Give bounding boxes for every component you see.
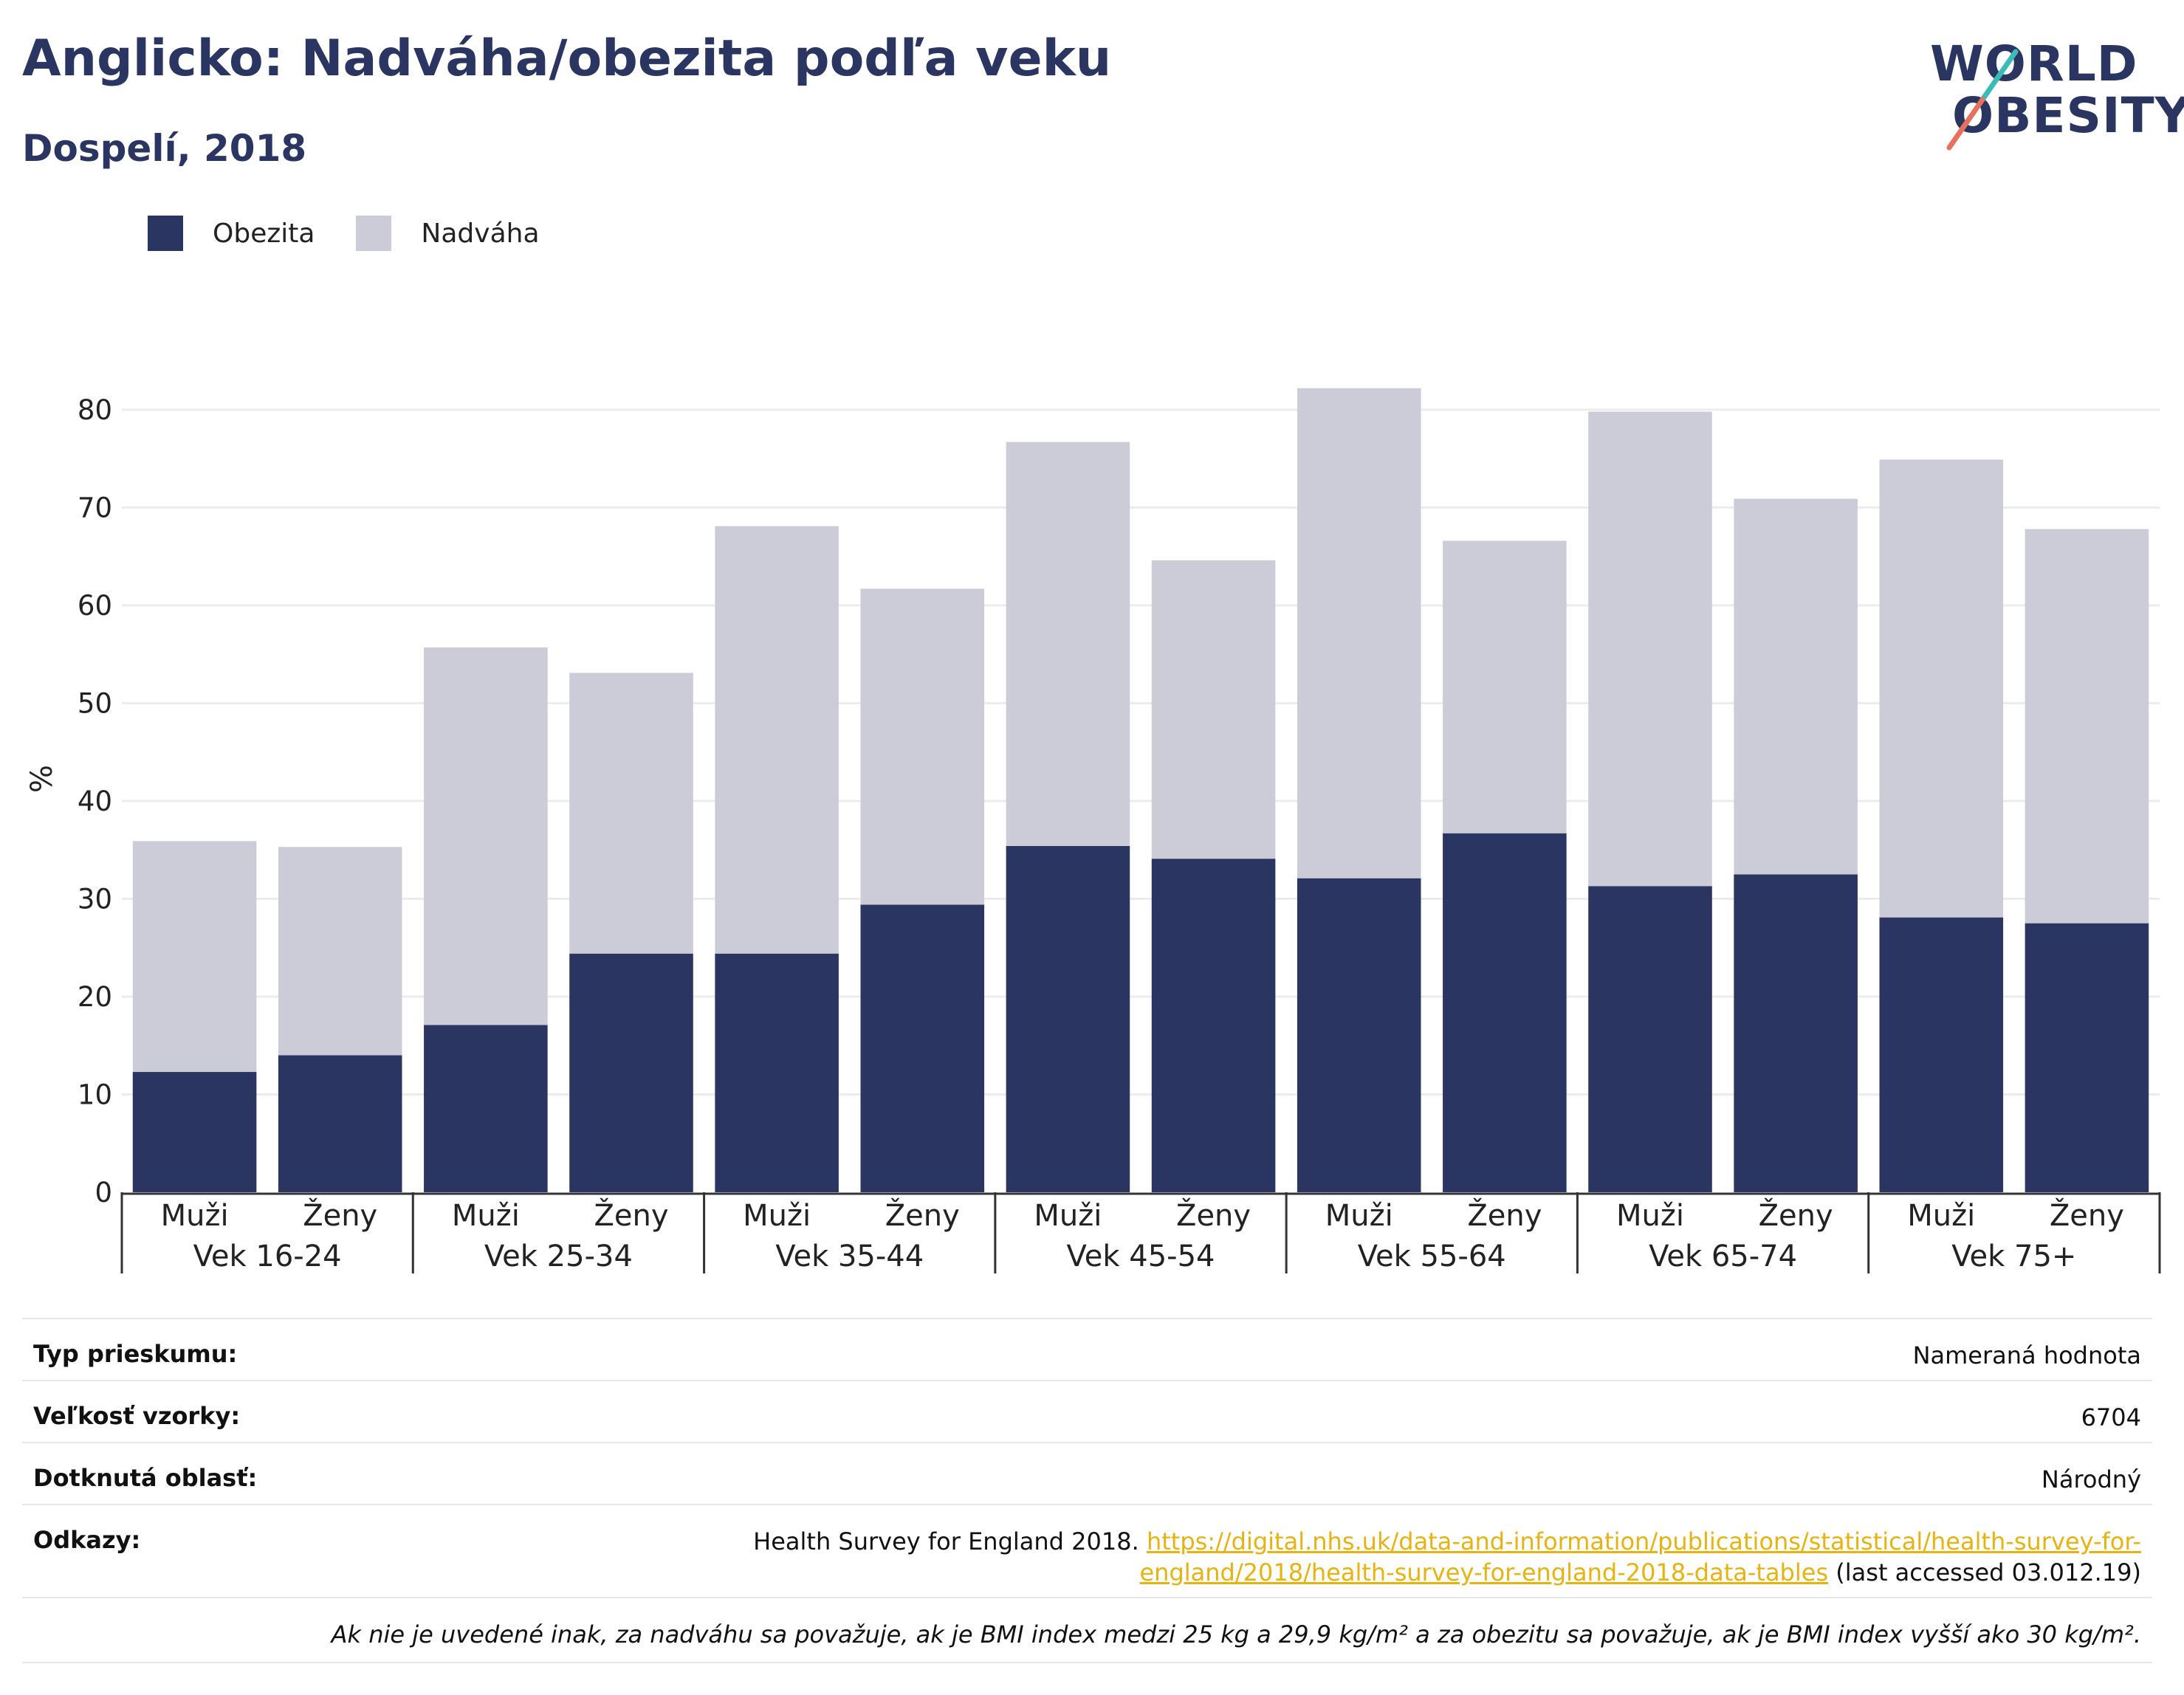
x-group-label: Vek 25-34 bbox=[484, 1240, 633, 1273]
x-tick-label: Muži bbox=[452, 1199, 520, 1233]
page-subtitle: Dospelí, 2018 bbox=[22, 127, 307, 170]
bar-obezita-4 bbox=[715, 953, 839, 1192]
y-tick-label: 10 bbox=[78, 1079, 112, 1111]
sample-size-label: Veľkosť vzorky: bbox=[33, 1402, 241, 1430]
bar-nadváha-9 bbox=[1443, 540, 1567, 833]
x-group-label: Vek 75+ bbox=[1951, 1240, 2076, 1273]
bar-nadváha-12 bbox=[1879, 459, 2004, 918]
info-table: Typ prieskumu: Nameraná hodnota Veľkosť … bbox=[22, 1318, 2152, 1663]
legend-label-obezita: Obezita bbox=[213, 218, 315, 249]
survey-type-label: Typ prieskumu: bbox=[33, 1340, 238, 1368]
y-tick-label: 0 bbox=[95, 1177, 112, 1208]
x-tick-label: Muži bbox=[161, 1199, 229, 1233]
y-tick-label: 70 bbox=[78, 492, 112, 524]
logo-line-obesity: OBESITY bbox=[1952, 87, 2184, 144]
y-axis-label: % bbox=[25, 765, 59, 793]
bar-nadváha-3 bbox=[569, 673, 693, 954]
bar-obezita-10 bbox=[1588, 886, 1712, 1192]
info-bottom-divider bbox=[22, 1662, 2152, 1663]
bar-obezita-3 bbox=[569, 953, 693, 1192]
y-tick-label: 50 bbox=[78, 688, 112, 720]
y-tick-label: 60 bbox=[78, 590, 112, 622]
bar-obezita-1 bbox=[278, 1055, 402, 1192]
world-obesity-logo: WORLD OBESITY bbox=[1920, 22, 2184, 162]
x-group-label: Vek 45-54 bbox=[1067, 1240, 1215, 1273]
references-suffix: (last accessed 03.012.19) bbox=[1828, 1558, 2141, 1586]
stacked-bar-chart: 0 10 20 30 40 50 60 70 80% Muži Ženy Muži Ženy Muži Že… bbox=[25, 388, 2161, 1273]
x-tick-label: Ženy bbox=[2050, 1197, 2124, 1233]
info-row-area: Dotknutá oblasť: Národný bbox=[22, 1442, 2152, 1504]
x-tick-label: Muži bbox=[1325, 1199, 1393, 1233]
bar-obezita-6 bbox=[1006, 845, 1130, 1192]
sample-size-value: 6704 bbox=[2081, 1403, 2141, 1431]
bar-obezita-0 bbox=[132, 1072, 257, 1192]
x-tick-label: Ženy bbox=[1176, 1197, 1251, 1233]
x-tick-label: Muži bbox=[1034, 1199, 1102, 1233]
x-group-label: Vek 16-24 bbox=[193, 1240, 342, 1273]
references-label: Odkazy: bbox=[33, 1526, 141, 1554]
references-value: Health Survey for England 2018. https://… bbox=[738, 1526, 2141, 1597]
bar-nadváha-11 bbox=[1734, 498, 1858, 875]
x-tick-label: Ženy bbox=[594, 1197, 668, 1233]
x-tick-label: Muži bbox=[743, 1199, 811, 1233]
x-tick-label: Ženy bbox=[1759, 1197, 1833, 1233]
info-row-sample-size: Veľkosť vzorky: 6704 bbox=[22, 1380, 2152, 1442]
x-tick-label: Ženy bbox=[885, 1197, 960, 1233]
legend-item-nadvaha: Nadváha bbox=[356, 216, 540, 251]
info-row-note: Ak nie je uvedené inak, za nadváhu sa po… bbox=[22, 1597, 2152, 1662]
chart-legend: Obezita Nadváha bbox=[148, 216, 581, 251]
x-group-label: Vek 55-64 bbox=[1358, 1240, 1506, 1273]
info-row-survey-type: Typ prieskumu: Nameraná hodnota bbox=[22, 1318, 2152, 1380]
logo-slash-icon bbox=[1946, 49, 2019, 151]
x-tick-label: Muži bbox=[1907, 1199, 1975, 1233]
bar-nadváha-2 bbox=[424, 647, 548, 1025]
legend-swatch-nadvaha bbox=[356, 216, 392, 251]
bar-nadváha-13 bbox=[2025, 529, 2149, 924]
bar-obezita-7 bbox=[1151, 859, 1276, 1192]
bar-nadváha-10 bbox=[1588, 411, 1712, 887]
x-group-label: Vek 65-74 bbox=[1649, 1240, 1797, 1273]
y-tick-label: 40 bbox=[78, 785, 112, 817]
bar-nadváha-7 bbox=[1151, 560, 1276, 859]
bar-nadváha-8 bbox=[1297, 388, 1421, 879]
legend-label-nadvaha: Nadváha bbox=[421, 218, 540, 249]
page-title: Anglicko: Nadváha/obezita podľa veku bbox=[22, 30, 1112, 88]
y-tick-label: 80 bbox=[78, 394, 112, 426]
bar-nadváha-1 bbox=[278, 847, 402, 1056]
x-tick-label: Ženy bbox=[303, 1197, 377, 1233]
bar-obezita-8 bbox=[1297, 878, 1421, 1192]
bar-obezita-11 bbox=[1734, 874, 1858, 1192]
bar-nadváha-0 bbox=[132, 841, 257, 1073]
definition-note: Ak nie je uvedené inak, za nadváhu sa po… bbox=[331, 1620, 2141, 1648]
bar-obezita-12 bbox=[1879, 917, 2004, 1192]
legend-item-obezita: Obezita bbox=[148, 216, 315, 251]
references-link[interactable]: https://digital.nhs.uk/data-and-informat… bbox=[1139, 1527, 2141, 1586]
bar-nadváha-6 bbox=[1006, 441, 1130, 846]
survey-type-value: Nameraná hodnota bbox=[1912, 1341, 2141, 1369]
x-tick-label: Ženy bbox=[1467, 1197, 1542, 1233]
bar-obezita-13 bbox=[2025, 923, 2149, 1192]
y-tick-label: 30 bbox=[78, 884, 112, 915]
logo-line-world: WORLD bbox=[1930, 35, 2138, 92]
bar-nadváha-5 bbox=[860, 588, 985, 905]
area-label: Dotknutá oblasť: bbox=[33, 1464, 258, 1492]
x-group-label: Vek 35-44 bbox=[775, 1240, 924, 1273]
x-tick-label: Muži bbox=[1616, 1199, 1684, 1233]
bar-nadváha-4 bbox=[715, 526, 839, 954]
bar-obezita-9 bbox=[1443, 833, 1567, 1192]
area-value: Národný bbox=[2041, 1465, 2141, 1493]
y-tick-label: 20 bbox=[78, 981, 112, 1013]
info-row-references: Odkazy: Health Survey for England 2018. … bbox=[22, 1504, 2152, 1597]
bar-obezita-2 bbox=[424, 1025, 548, 1192]
references-prefix: Health Survey for England 2018. bbox=[753, 1527, 1147, 1555]
bar-obezita-5 bbox=[860, 904, 985, 1192]
legend-swatch-obezita bbox=[148, 216, 183, 251]
